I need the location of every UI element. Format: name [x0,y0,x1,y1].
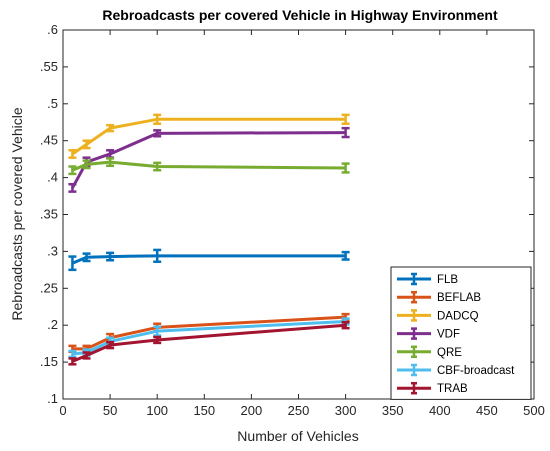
legend-label: VDF [437,329,460,341]
legend-label: QRE [437,347,462,359]
x-tick-label: 450 [476,403,498,418]
y-tick-label: .5 [47,96,58,111]
y-tick-label: .45 [40,133,58,148]
y-tick-label: .55 [40,59,58,74]
chart-title: Rebroadcasts per covered Vehicle in High… [102,7,498,23]
y-tick-label: .3 [47,243,58,258]
legend-item: QRE [397,345,462,359]
legend-item: BEFLAB [397,290,481,304]
y-tick-label: .4 [47,170,58,185]
x-tick-label: 500 [523,403,545,418]
series-flb [68,248,350,272]
series-dadcq [68,113,350,159]
error-bar [341,126,350,139]
error-bar [106,340,115,350]
error-bar [82,139,91,150]
error-bar [341,250,350,261]
error-bar [106,251,115,262]
error-bar [153,248,162,263]
legend-item: DADCQ [397,309,479,322]
y-tick-label: .25 [40,280,58,295]
error-bar [82,252,91,263]
x-tick-label: 200 [241,403,263,418]
legend-label: FLB [437,274,458,286]
error-bar [106,157,115,168]
series-trab [68,320,350,366]
x-tick-label: 400 [429,403,451,418]
error-bar [341,320,350,330]
legend-label: TRAB [437,383,468,395]
error-bar [68,165,77,176]
x-axis: 0 50 100 150 200 250 300 350 400 450 500 [59,30,545,418]
x-tick-label: 250 [288,403,310,418]
legend-label: DADCQ [437,310,479,322]
error-bar [68,149,77,159]
x-tick-label: 100 [146,403,168,418]
y-tick-label: .35 [40,207,58,222]
error-bar [68,182,77,193]
series-vdf [68,126,350,193]
x-tick-label: 350 [382,403,404,418]
x-tick-label: 50 [103,403,117,418]
legend-label: BEFLAB [437,292,481,304]
x-tick-label: 300 [335,403,357,418]
y-tick-label: .1 [47,391,58,406]
y-axis-label: Rebroadcasts per covered Vehicle [9,107,25,320]
x-axis-label: Number of Vehicles [237,428,358,444]
legend-item: TRAB [397,381,468,395]
legend-label: CBF-broadcast [437,365,515,377]
error-bar [82,159,91,170]
error-bar [68,255,77,272]
error-bar [153,161,162,172]
series-layer [68,113,350,366]
error-bar [153,129,162,138]
series-qre [68,157,350,176]
error-bar [82,351,91,360]
error-bar [106,123,115,133]
legend: FLB BEFLAB DADCQ VDF QRE CBF-broadcast TRAB [390,266,532,400]
error-bar [153,113,162,125]
y-tick-label: .15 [40,354,58,369]
error-bar [68,357,77,366]
error-bar [153,335,162,345]
error-bar [153,325,162,337]
y-tick-label: .2 [47,317,58,332]
legend-item: FLB [397,272,458,286]
y-tick-label: .6 [47,22,58,37]
y-axis: .1 .15 .2 .25 .3 .35 .4 .45 .5 .55 .6 [40,22,534,406]
x-tick-label: 150 [193,403,215,418]
x-tick-label: 0 [59,403,66,418]
error-bar [341,162,350,174]
error-bar [341,113,350,125]
legend-item: VDF [397,327,460,341]
legend-item: CBF-broadcast [397,363,515,377]
error-bar [68,349,77,359]
